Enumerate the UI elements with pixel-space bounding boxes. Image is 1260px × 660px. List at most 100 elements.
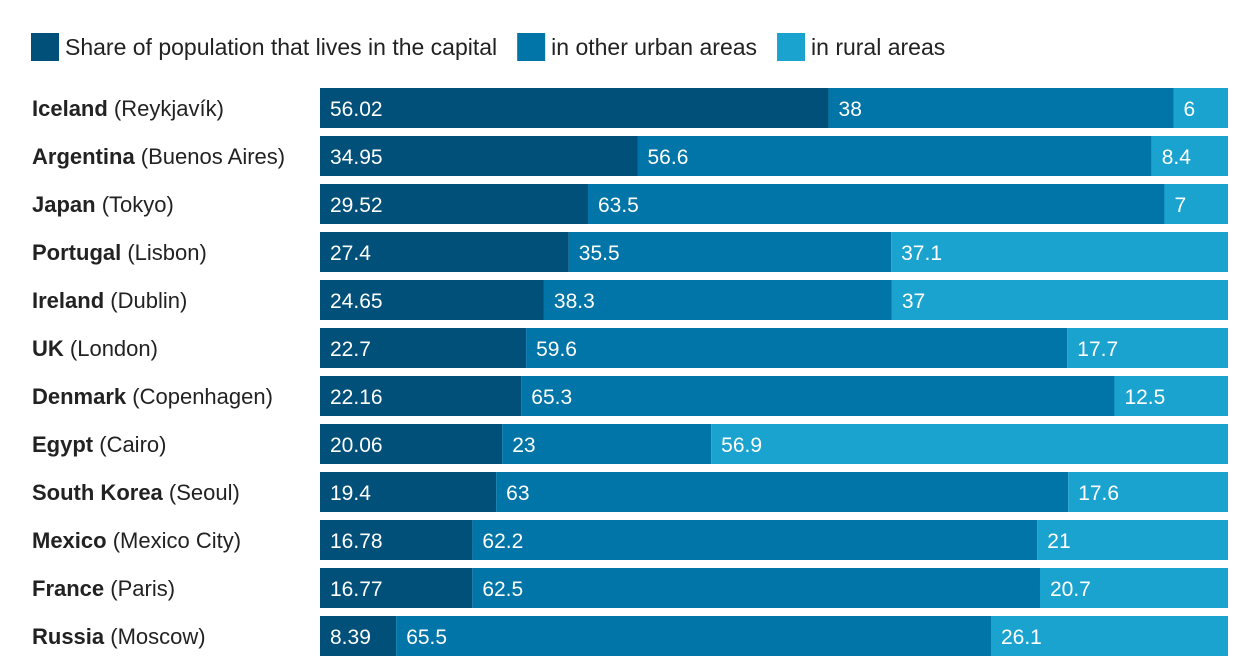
data-label-2: 17.7 [1077,338,1118,361]
bar-segment-0 [320,520,473,560]
category-label: Argentina (Buenos Aires) [32,144,285,169]
data-label-0: 20.06 [330,434,383,457]
bar-segment-2 [1067,328,1228,368]
bar-row: Russia (Moscow) 8.39 65.5 26.1 [32,616,1228,656]
bar-segment-0 [320,328,527,368]
bar-segment-1 [472,568,1040,608]
legend-swatch-0 [31,33,59,61]
country-name: South Korea [32,480,164,505]
bar-row: Ireland (Dublin) 24.65 38.3 37 [32,280,1228,320]
bar-segment-2 [990,616,1228,656]
category-label: France (Paris) [32,576,175,601]
category-label: Iceland (Reykjavík) [32,96,224,121]
data-label-1: 56.6 [648,146,689,169]
country-name: Ireland [32,288,104,313]
data-label-2: 56.9 [721,434,762,457]
bar-segment-1 [587,184,1165,224]
bar-segment-2 [1037,520,1228,560]
bar-segment-2 [1173,88,1228,128]
category-label: South Korea (Seoul) [32,480,240,505]
bar-segment-2 [1164,184,1228,224]
category-label: Egypt (Cairo) [32,432,166,457]
category-label: Denmark (Copenhagen) [32,384,273,409]
category-label: Japan (Tokyo) [32,192,174,217]
legend-label-0: Share of population that lives in the ca… [65,34,497,60]
bar-segment-1 [637,136,1152,176]
bar-segment-1 [568,232,892,272]
country-name: Russia [32,624,105,649]
bar-segment-2 [1068,472,1228,512]
data-label-1: 38.3 [554,290,595,313]
data-label-2: 20.7 [1050,578,1091,601]
capital-name: (Reykjavík) [108,96,224,121]
country-name: Argentina [32,144,135,169]
data-label-2: 17.6 [1078,482,1119,505]
country-name: Japan [32,192,96,217]
data-label-1: 38 [839,98,862,121]
bar-segment-1 [496,472,1069,512]
country-name: Portugal [32,240,121,265]
data-label-2: 37.1 [901,242,942,265]
bar-row: Egypt (Cairo) 20.06 23 56.9 [32,424,1228,464]
data-label-1: 63.5 [598,194,639,217]
bar-segment-1 [828,88,1174,128]
data-label-2: 37 [902,290,925,313]
country-name: UK [32,336,64,361]
data-label-2: 8.4 [1162,146,1192,169]
bar-row: UK (London) 22.7 59.6 17.7 [32,328,1228,368]
bar-row: Mexico (Mexico City) 16.78 62.2 21 [32,520,1228,560]
legend-swatch-2 [777,33,806,61]
legend: Share of population that lives in the ca… [31,33,945,61]
capital-name: (Mexico City) [107,528,241,553]
legend-label-2: in rural areas [811,34,945,60]
bar-segment-0 [320,88,829,128]
capital-name: (Cairo) [93,432,166,457]
data-label-0: 29.52 [330,194,383,217]
data-label-2: 21 [1047,530,1070,553]
data-label-0: 56.02 [330,98,383,121]
data-label-0: 8.39 [330,626,371,649]
bars: Iceland (Reykjavík) 56.02 38 6 Argentina (Bu… [32,88,1228,656]
bar-segment-2 [891,232,1228,272]
category-label: UK (London) [32,336,158,361]
capital-name: (Lisbon) [121,240,207,265]
bar-segment-2 [1151,136,1228,176]
bar-segment-2 [1114,376,1228,416]
data-label-1: 62.2 [482,530,523,553]
bar-segment-2 [711,424,1228,464]
bar-segment-2 [891,280,1228,320]
data-label-0: 27.4 [330,242,371,265]
bar-segment-0 [320,376,522,416]
country-name: Iceland [32,96,108,121]
data-label-1: 23 [512,434,535,457]
bar-segment-1 [502,424,712,464]
bar-row: South Korea (Seoul) 19.4 63 17.6 [32,472,1228,512]
bar-row: France (Paris) 16.77 62.5 20.7 [32,568,1228,608]
data-label-1: 62.5 [482,578,523,601]
data-label-0: 19.4 [330,482,371,505]
country-name: Denmark [32,384,127,409]
data-label-2: 6 [1184,98,1196,121]
bar-row: Iceland (Reykjavík) 56.02 38 6 [32,88,1228,128]
capital-name: (Buenos Aires) [135,144,285,169]
bar-segment-0 [320,232,569,272]
data-label-0: 22.7 [330,338,371,361]
category-label: Ireland (Dublin) [32,288,187,313]
country-name: Egypt [32,432,94,457]
data-label-1: 59.6 [536,338,577,361]
capital-name: (Paris) [104,576,175,601]
data-label-2: 12.5 [1124,386,1165,409]
bar-segment-0 [320,136,638,176]
data-label-1: 35.5 [579,242,620,265]
data-label-0: 16.77 [330,578,383,601]
data-label-0: 22.16 [330,386,383,409]
bar-segment-0 [320,568,473,608]
bar-segment-1 [472,520,1038,560]
bar-segment-2 [1039,568,1228,608]
data-label-2: 7 [1174,194,1186,217]
bar-row: Japan (Tokyo) 29.52 63.5 7 [32,184,1228,224]
bar-row: Denmark (Copenhagen) 22.16 65.3 12.5 [32,376,1228,416]
bar-row: Portugal (Lisbon) 27.4 35.5 37.1 [32,232,1228,272]
